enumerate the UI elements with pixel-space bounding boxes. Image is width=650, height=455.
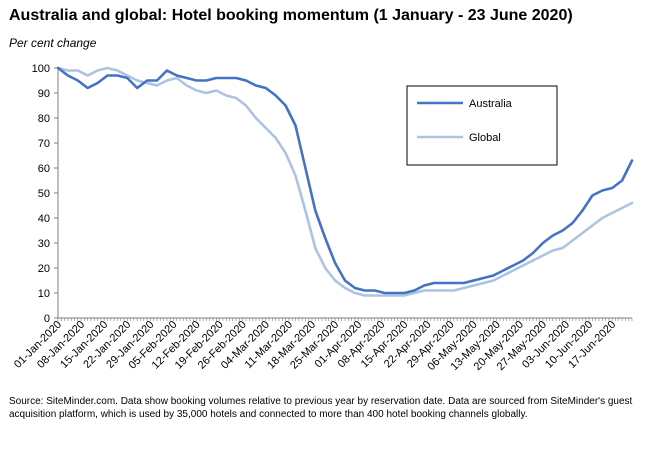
y-tick-label: 80 — [38, 113, 50, 125]
legend-label-global: Global — [469, 132, 501, 144]
chart-series-lines — [56, 66, 634, 297]
y-tick-label: 20 — [38, 263, 50, 275]
y-tick-label: 30 — [38, 238, 50, 250]
series-line-global — [56, 66, 634, 297]
y-tick-label: 90 — [38, 88, 50, 100]
chart-plot: 0 10 20 30 40 50 60 70 80 90 100 01-Jan-202008-Jan… — [12, 63, 634, 373]
y-tick-label: 100 — [32, 63, 50, 75]
y-axis-ticks: 0 10 20 30 40 50 60 70 80 90 100 — [32, 63, 58, 325]
y-tick-label: 50 — [38, 188, 50, 200]
legend-box — [406, 85, 558, 166]
y-tick-label: 40 — [38, 213, 50, 225]
chart-legend: Australia Global — [406, 85, 558, 166]
legend-label-australia: Australia — [469, 98, 513, 110]
y-axis-unit-label: Per cent change — [9, 36, 97, 50]
y-tick-label: 10 — [38, 288, 50, 300]
x-axis-ticks: 01-Jan-202008-Jan-202015-Jan-202022-Jan-… — [12, 318, 633, 373]
chart-title: Australia and global: Hotel booking mome… — [9, 7, 573, 24]
y-tick-label: 0 — [44, 313, 50, 325]
chart-axes — [57, 68, 632, 319]
y-tick-label: 60 — [38, 163, 50, 175]
source-note: Source: SiteMinder.com. Data show bookin… — [9, 396, 633, 420]
series-line-australia — [56, 66, 634, 295]
y-tick-label: 70 — [38, 138, 50, 150]
